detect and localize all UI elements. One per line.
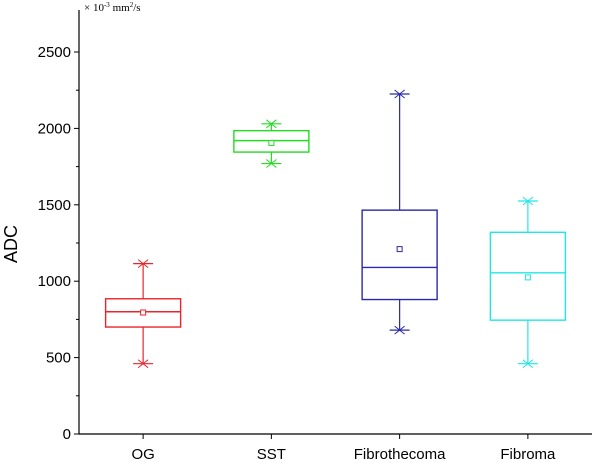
mean-marker — [396, 246, 403, 253]
max-marker — [266, 119, 277, 129]
iqr-box — [361, 209, 438, 301]
min-marker — [137, 359, 149, 369]
box-series — [104, 89, 567, 369]
y-ticks: 0 500 1000 1500 2000 2500 OG SST Fibrothecoma Fib… — [38, 44, 556, 463]
x-tick-label: OG — [131, 446, 154, 463]
unit-prefix: × 10 — [84, 2, 104, 14]
mean-marker — [524, 274, 531, 281]
axes — [78, 10, 592, 435]
box-fibrothecoma — [361, 89, 438, 335]
unit-exponent: -3 — [104, 1, 110, 9]
unit-suffix: /s — [133, 2, 140, 14]
y-tick-label: 2500 — [38, 44, 71, 61]
max-marker — [137, 259, 149, 269]
max-marker — [394, 89, 405, 99]
x-tick-label: SST — [257, 446, 286, 463]
min-marker — [522, 359, 534, 369]
y-axis-title: ADC — [1, 225, 21, 263]
mean-marker — [140, 309, 147, 316]
x-tick-label: Fibroma — [500, 446, 556, 463]
box-og — [104, 259, 182, 369]
box-fibroma — [489, 196, 567, 369]
unit-label: × 10-3 mm2/s — [84, 1, 141, 14]
unit-exponent-2: 2 — [130, 1, 134, 9]
mean-marker — [268, 139, 275, 146]
max-marker — [522, 196, 534, 206]
y-tick-label: 2000 — [38, 120, 71, 137]
min-marker — [394, 325, 405, 335]
y-tick-label: 1000 — [38, 273, 71, 290]
y-tick-label: 0 — [63, 426, 71, 443]
unit-middle: mm — [110, 2, 130, 14]
box-sst — [233, 119, 310, 168]
min-marker — [266, 159, 277, 168]
x-tick-label: Fibrothecoma — [354, 446, 446, 463]
y-tick-label: 500 — [46, 350, 71, 367]
y-tick-label: 1500 — [38, 197, 71, 214]
